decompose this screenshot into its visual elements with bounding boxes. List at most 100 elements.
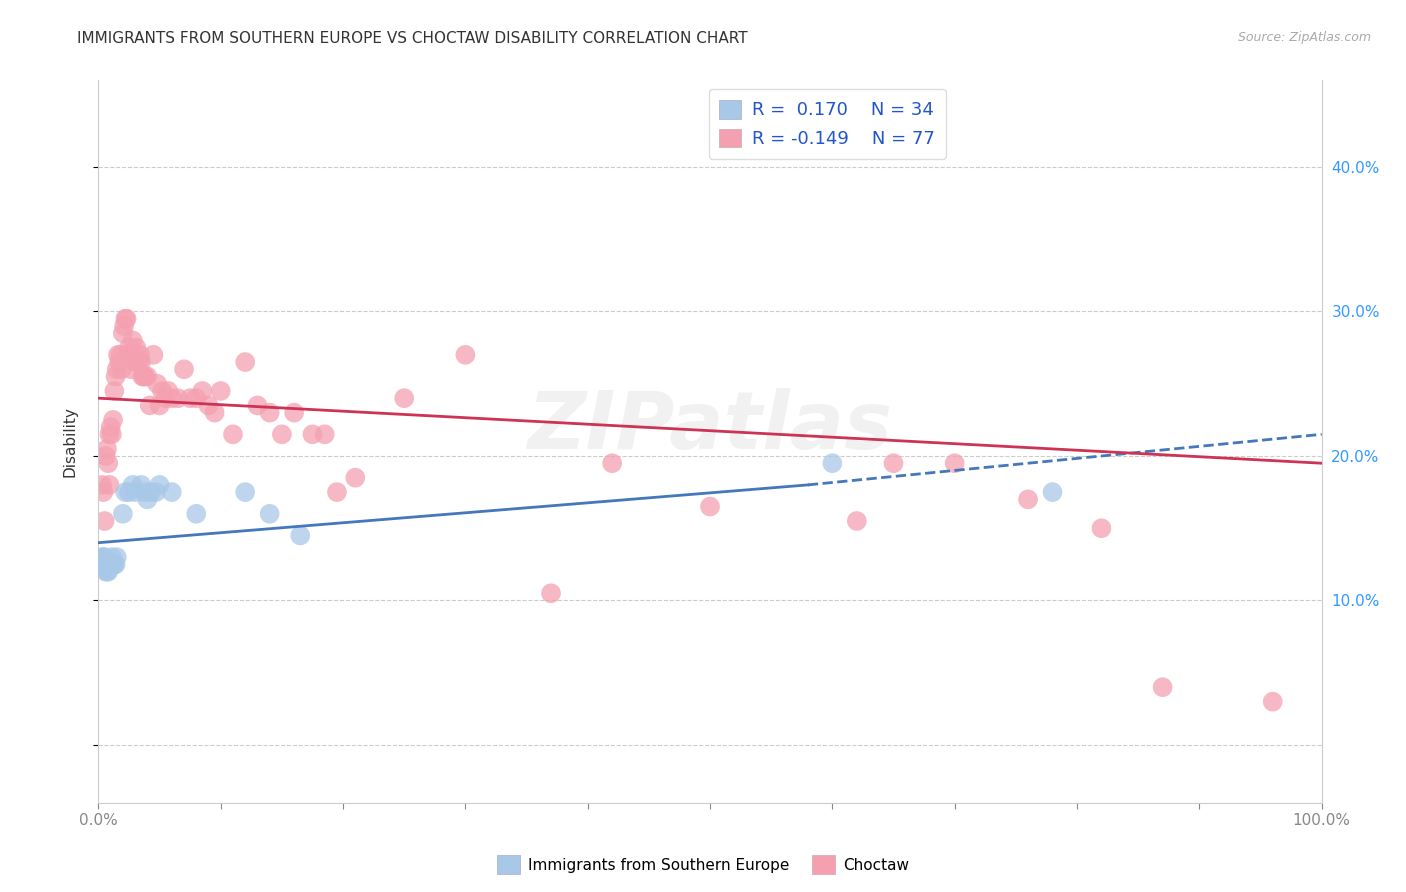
Point: [98, 558, 121, 572]
Text: ZIPatlas: ZIPatlas: [527, 388, 893, 467]
Point: [115, 311, 138, 326]
Point: [125, 341, 148, 355]
Point: [91, 550, 114, 565]
Point: [845, 514, 868, 528]
Point: [108, 355, 131, 369]
Point: [136, 492, 159, 507]
Point: [1042, 485, 1064, 500]
Point: [883, 456, 905, 470]
Point: [204, 406, 226, 420]
Point: [96, 442, 118, 456]
Point: [160, 485, 183, 500]
Text: Source: ZipAtlas.com: Source: ZipAtlas.com: [1237, 31, 1371, 45]
Point: [139, 485, 162, 500]
Point: [344, 471, 367, 485]
Point: [101, 413, 124, 427]
Point: [600, 456, 623, 470]
Point: [1152, 680, 1174, 694]
Point: [167, 391, 190, 405]
Point: [142, 348, 165, 362]
Point: [270, 427, 294, 442]
Point: [107, 348, 129, 362]
Point: [290, 528, 312, 542]
Point: [93, 550, 115, 565]
Point: [97, 558, 120, 572]
Point: [155, 391, 177, 405]
Point: [94, 449, 117, 463]
Point: [136, 369, 159, 384]
Point: [94, 565, 117, 579]
Point: [121, 334, 143, 348]
Point: [186, 391, 208, 405]
Point: [1017, 492, 1039, 507]
Point: [540, 586, 562, 600]
Point: [100, 558, 122, 572]
Point: [157, 384, 180, 398]
Point: [128, 355, 150, 369]
Point: [191, 384, 214, 398]
Point: [98, 427, 121, 442]
Point: [100, 420, 122, 434]
Point: [222, 427, 245, 442]
Point: [114, 311, 136, 326]
Point: [149, 478, 172, 492]
Point: [1261, 695, 1284, 709]
Point: [124, 355, 146, 369]
Legend: Immigrants from Southern Europe, Choctaw: Immigrants from Southern Europe, Choctaw: [491, 849, 915, 880]
Point: [118, 341, 141, 355]
Point: [121, 478, 143, 492]
Point: [117, 348, 139, 362]
Point: [179, 391, 201, 405]
Point: [104, 558, 127, 572]
Point: [246, 398, 269, 412]
Point: [259, 406, 281, 420]
Point: [96, 565, 118, 579]
Point: [114, 485, 136, 500]
Point: [129, 348, 152, 362]
Point: [132, 369, 155, 384]
Point: [146, 376, 169, 391]
Point: [105, 362, 128, 376]
Point: [134, 485, 156, 500]
Point: [94, 558, 117, 572]
Point: [101, 558, 124, 572]
Point: [1090, 521, 1112, 535]
Point: [96, 558, 118, 572]
Point: [120, 362, 142, 376]
Point: [160, 391, 183, 405]
Point: [103, 384, 125, 398]
Point: [134, 369, 156, 384]
Point: [283, 406, 305, 420]
Point: [97, 456, 120, 470]
Point: [131, 369, 153, 384]
Point: [233, 355, 256, 369]
Point: [301, 427, 323, 442]
Point: [943, 456, 966, 470]
Point: [91, 478, 114, 492]
Point: [150, 384, 173, 398]
Point: [103, 558, 125, 572]
Point: [821, 456, 844, 470]
Point: [97, 565, 120, 579]
Point: [101, 550, 124, 565]
Point: [129, 355, 152, 369]
Point: [233, 485, 256, 500]
Point: [93, 514, 115, 528]
Point: [112, 318, 135, 333]
Point: [454, 348, 477, 362]
Point: [149, 398, 172, 412]
Point: [124, 485, 146, 500]
Point: [139, 398, 162, 412]
Point: [101, 427, 124, 442]
Legend: R =  0.170    N = 34, R = -0.149    N = 77: R = 0.170 N = 34, R = -0.149 N = 77: [709, 89, 946, 159]
Point: [111, 326, 134, 341]
Point: [127, 355, 149, 369]
Point: [209, 384, 232, 398]
Point: [122, 348, 145, 362]
Point: [91, 485, 114, 500]
Point: [173, 362, 195, 376]
Point: [111, 507, 134, 521]
Text: IMMIGRANTS FROM SOUTHERN EUROPE VS CHOCTAW DISABILITY CORRELATION CHART: IMMIGRANTS FROM SOUTHERN EUROPE VS CHOCT…: [77, 31, 748, 46]
Point: [104, 369, 127, 384]
Point: [259, 507, 281, 521]
